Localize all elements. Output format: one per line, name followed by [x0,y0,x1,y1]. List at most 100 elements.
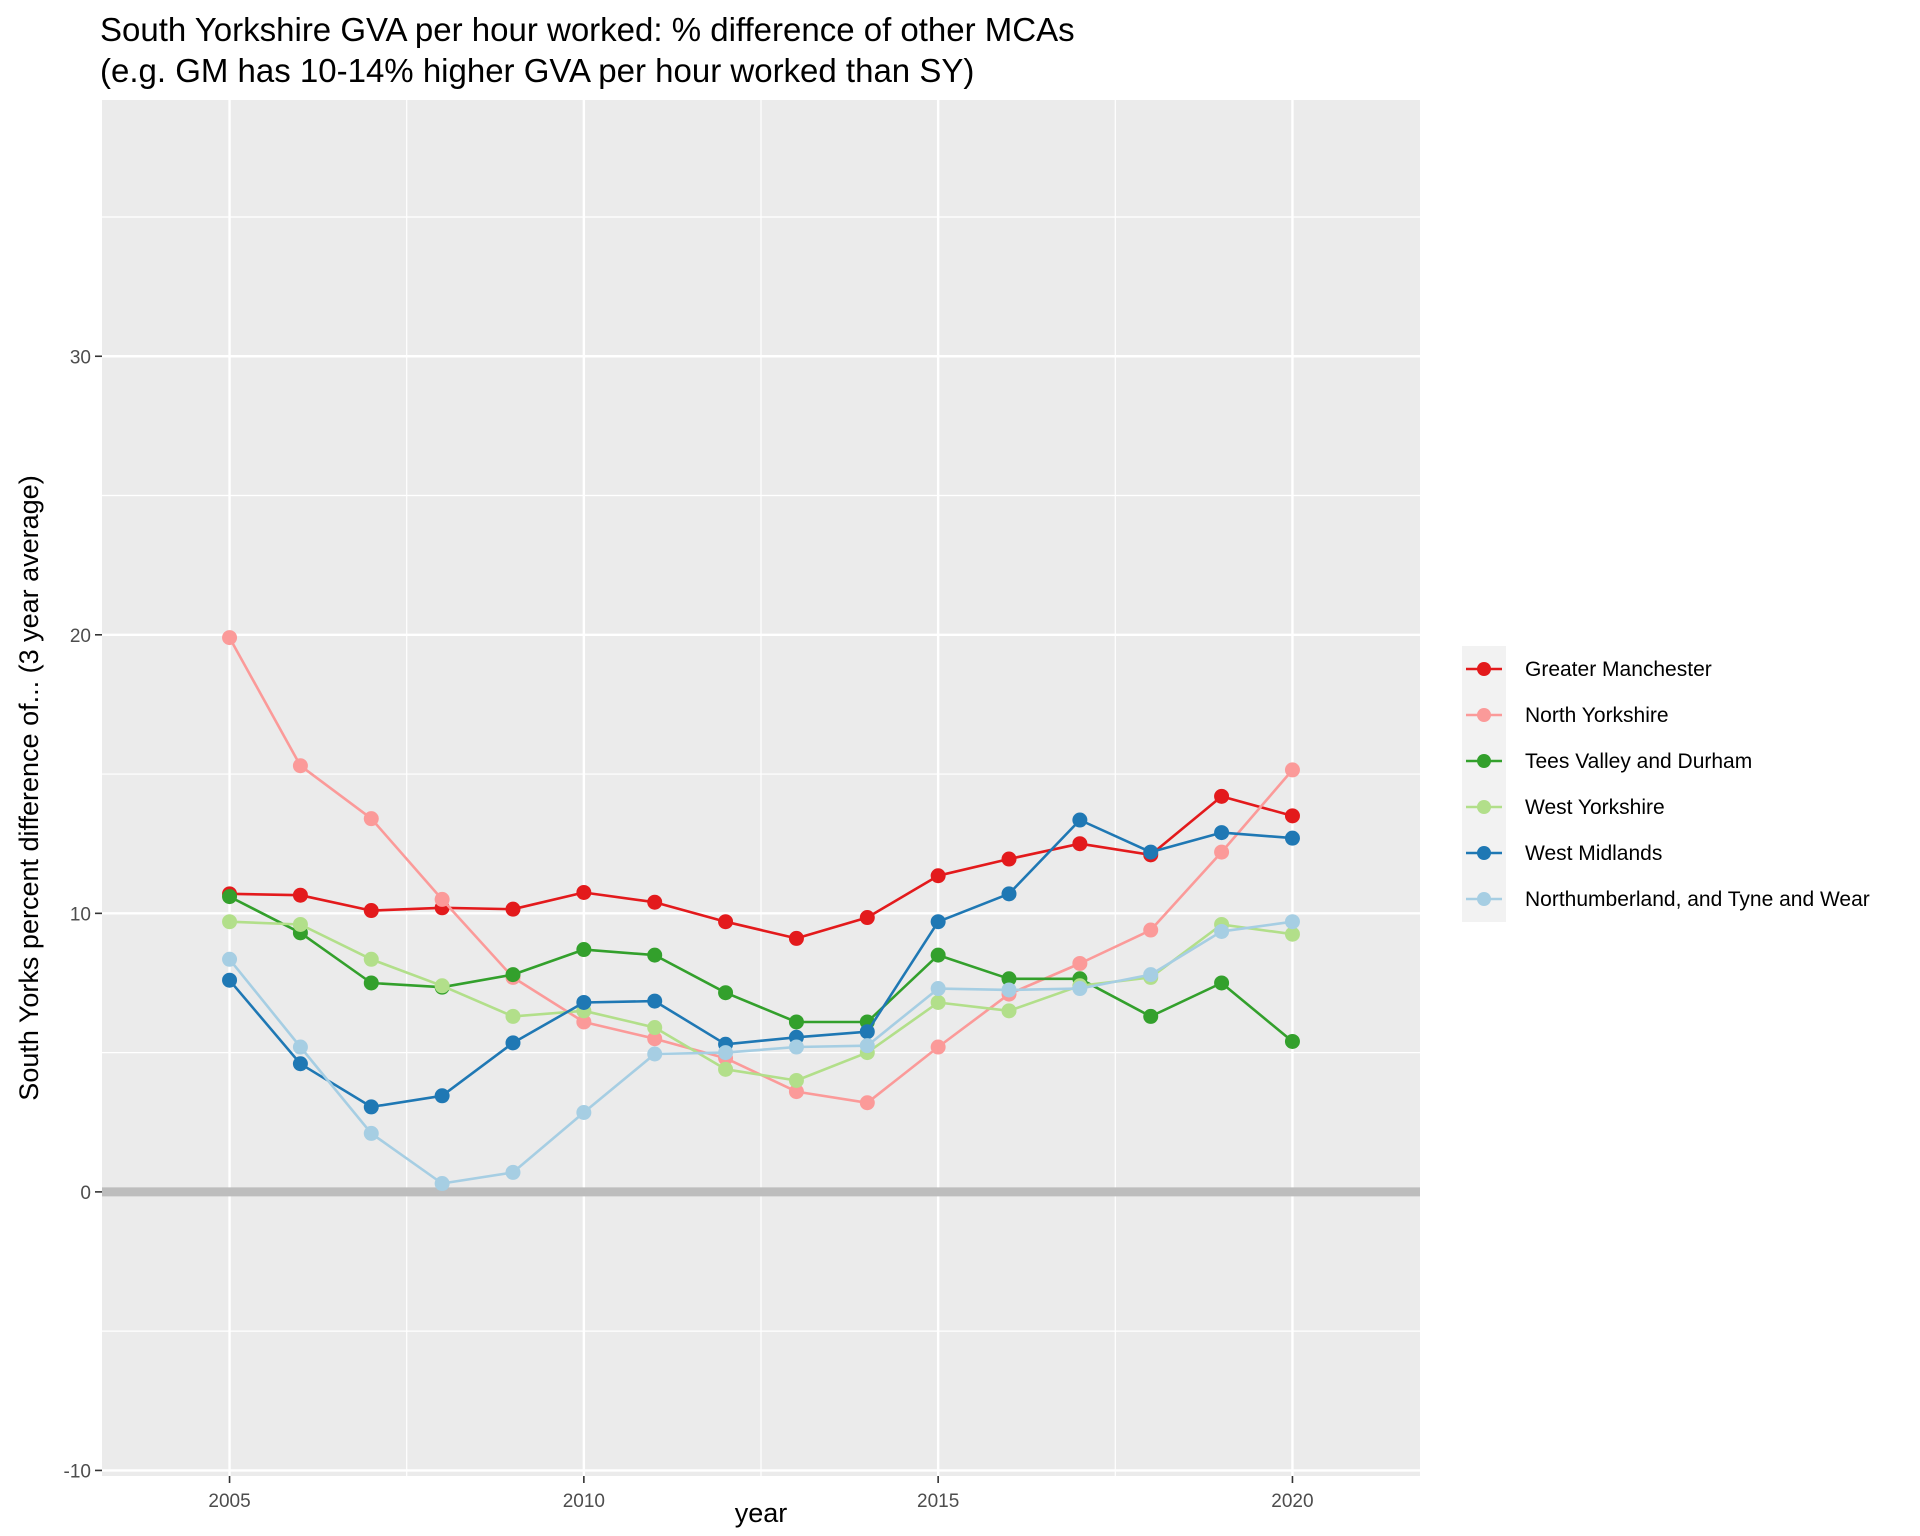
data-point-tees-valley-and-durham [363,975,379,991]
data-point-west-midlands [434,1088,450,1104]
data-point-west-yorkshire [1001,1003,1017,1019]
data-point-north-yorkshire [1214,844,1230,860]
data-point-north-yorkshire [222,630,238,646]
data-point-north-yorkshire [647,1031,663,1047]
data-point-northumberland-and-tyne-and-wear [505,1164,521,1180]
data-point-north-yorkshire [576,1014,592,1030]
data-point-tees-valley-and-durham [718,985,734,1001]
data-point-west-yorkshire [718,1061,734,1077]
data-point-greater-manchester [930,868,946,884]
data-point-north-yorkshire [292,758,308,774]
data-point-northumberland-and-tyne-and-wear [647,1046,663,1062]
data-point-west-yorkshire [505,1008,521,1024]
data-point-northumberland-and-tyne-and-wear [434,1176,450,1192]
legend-item-greater-manchester: Greater Manchester [1462,646,1712,692]
legend-item-tees-valley-and-durham: Tees Valley and Durham [1462,738,1752,784]
data-point-greater-manchester [718,914,734,930]
legend-item-northumberland-and-tyne-and-wear: Northumberland, and Tyne and Wear [1462,876,1870,922]
series-line-greater-manchester [229,795,1293,940]
y-tick-label: 20 [70,626,91,647]
legend-label: Greater Manchester [1525,658,1712,681]
data-point-northumberland-and-tyne-and-wear [1072,981,1088,997]
data-point-west-midlands [363,1099,379,1115]
data-point-tees-valley-and-durham [788,1014,804,1030]
legend-item-north-yorkshire: North Yorkshire [1462,692,1669,738]
data-point-west-midlands [576,994,592,1010]
data-point-west-midlands [1072,812,1088,828]
data-point-northumberland-and-tyne-and-wear [718,1045,734,1061]
legend-item-west-yorkshire: West Yorkshire [1462,784,1665,830]
legend-key-point [1477,708,1491,722]
data-point-greater-manchester [292,887,308,903]
legend-key-point [1477,892,1491,906]
series-greater-manchester [222,788,1300,946]
data-point-west-yorkshire [1284,926,1300,942]
series-northumberland-and-tyne-and-wear [222,914,1300,1192]
data-point-north-yorkshire [434,891,450,907]
y-tick-label: 10 [70,904,91,925]
data-point-west-yorkshire [222,914,238,930]
data-point-west-yorkshire [647,1020,663,1036]
data-point-tees-valley-and-durham [930,947,946,963]
legend-key-point [1477,662,1491,676]
data-point-tees-valley-and-durham [576,942,592,958]
data-point-greater-manchester [1214,788,1230,804]
y-tick-label: 30 [70,347,91,368]
data-point-northumberland-and-tyne-and-wear [576,1105,592,1121]
data-point-north-yorkshire [1072,955,1088,971]
data-point-west-yorkshire [434,978,450,994]
y-tick-label: -10 [64,1461,91,1482]
data-point-tees-valley-and-durham [505,967,521,983]
data-point-west-midlands [1143,844,1159,860]
minor-gridlines [102,100,1420,1476]
chart-title-line-1: South Yorkshire GVA per hour worked: % d… [100,11,1075,48]
data-point-west-yorkshire [363,951,379,967]
data-point-west-midlands [222,972,238,988]
legend: Greater Manchester North Yorkshire Tees Va… [1462,646,1870,922]
x-tick-label: 2010 [563,1491,605,1512]
legend-label: North Yorkshire [1525,704,1669,727]
data-point-west-midlands [647,993,663,1009]
data-point-tees-valley-and-durham [1214,975,1230,991]
data-point-north-yorkshire [930,1039,946,1055]
data-point-west-midlands [505,1035,521,1051]
series-west-midlands [222,812,1300,1115]
data-point-greater-manchester [788,930,804,946]
legend-label: Northumberland, and Tyne and Wear [1525,888,1870,911]
data-point-tees-valley-and-durham [647,947,663,963]
data-point-north-yorkshire [1284,762,1300,778]
data-point-greater-manchester [1284,808,1300,824]
x-axis-title: year [735,1498,788,1528]
data-point-west-midlands [859,1024,875,1040]
data-point-northumberland-and-tyne-and-wear [1214,923,1230,939]
data-point-northumberland-and-tyne-and-wear [930,981,946,997]
data-point-greater-manchester [576,884,592,900]
data-point-northumberland-and-tyne-and-wear [1001,982,1017,998]
data-point-west-yorkshire [930,994,946,1010]
legend-key-point [1477,846,1491,860]
x-axis: 2005 2010 2015 2020 [208,1476,1314,1512]
series-layer [222,630,1300,1192]
data-point-west-midlands [930,914,946,930]
x-tick-label: 2015 [917,1491,959,1512]
data-point-west-yorkshire [292,916,308,932]
data-point-greater-manchester [505,901,521,917]
data-point-tees-valley-and-durham [1284,1033,1300,1049]
data-point-northumberland-and-tyne-and-wear [1143,967,1159,983]
x-tick-label: 2020 [1271,1491,1313,1512]
y-axis-title: South Yorks percent difference of... (3 … [14,475,44,1100]
data-point-northumberland-and-tyne-and-wear [222,951,238,967]
legend-key-point [1477,800,1491,814]
data-point-northumberland-and-tyne-and-wear [859,1038,875,1054]
data-point-west-midlands [292,1056,308,1072]
data-point-greater-manchester [1072,836,1088,852]
data-point-northumberland-and-tyne-and-wear [1284,914,1300,930]
data-point-west-yorkshire [788,1072,804,1088]
data-point-tees-valley-and-durham [1001,971,1017,987]
legend-key-point [1477,754,1491,768]
data-point-north-yorkshire [363,811,379,827]
y-tick-label: 0 [80,1183,91,1204]
legend-label: Tees Valley and Durham [1525,750,1752,773]
data-point-tees-valley-and-durham [1143,1008,1159,1024]
